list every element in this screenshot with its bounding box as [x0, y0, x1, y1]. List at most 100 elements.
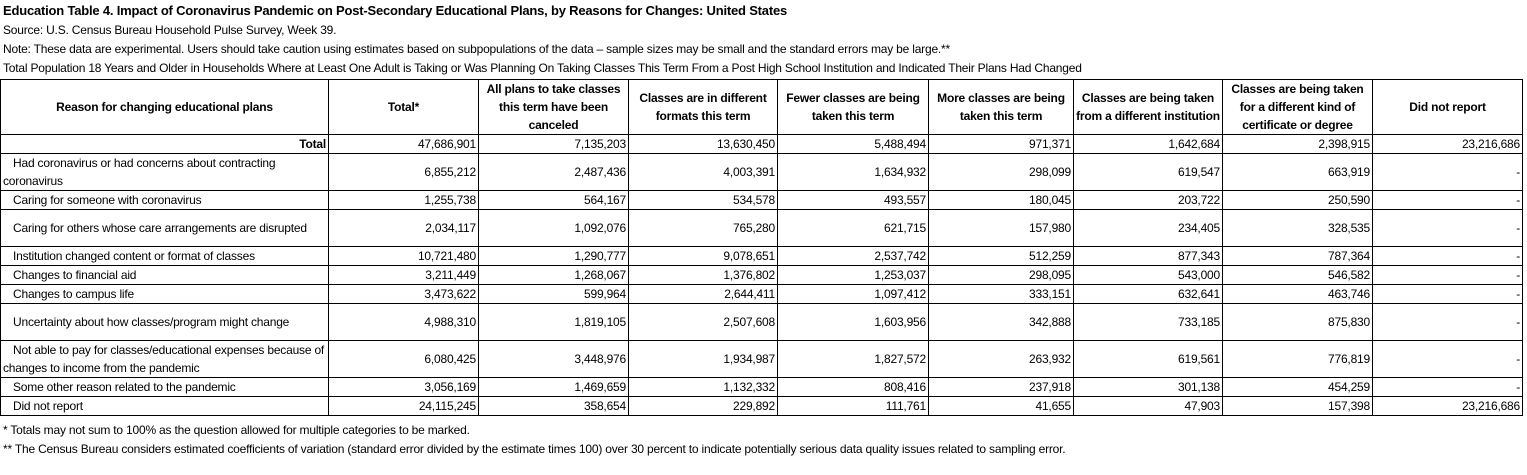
- value-cell: -: [1372, 284, 1523, 304]
- row-label: Not able to pay for classes/educational …: [0, 340, 329, 378]
- value-cell: 5,488,494: [777, 134, 929, 154]
- table-row: Caring for others whose care arrangement…: [0, 209, 1523, 247]
- population-description: Total Population 18 Years and Older in H…: [3, 61, 1082, 75]
- table-row: Institution changed content or format of…: [0, 246, 1523, 266]
- value-cell: 971,371: [928, 134, 1074, 154]
- value-cell: 877,343: [1073, 246, 1223, 266]
- table-title: Education Table 4. Impact of Coronavirus…: [3, 3, 788, 18]
- row-label-text: Had coronavirus or had concerns about co…: [3, 156, 276, 188]
- value-cell: 298,099: [928, 153, 1074, 191]
- value-cell: 534,578: [628, 190, 778, 210]
- experimental-note: Note: These data are experimental. Users…: [3, 42, 950, 56]
- header-row: Reason for changing educational plans Tot…: [0, 79, 1523, 135]
- value-cell: -: [1372, 303, 1523, 341]
- value-cell: 23,216,686: [1372, 396, 1523, 416]
- value-cell: 1,642,684: [1073, 134, 1223, 154]
- column-header: More classes are being taken this term: [928, 79, 1074, 135]
- column-header: Fewer classes are being taken this term: [777, 79, 929, 135]
- value-cell: 1,255,738: [328, 190, 479, 210]
- column-header: All plans to take classes this term have…: [478, 79, 629, 135]
- row-label: Had coronavirus or had concerns about co…: [0, 153, 329, 191]
- value-cell: -: [1372, 190, 1523, 210]
- value-cell: 1,934,987: [628, 340, 778, 378]
- value-cell: 203,722: [1073, 190, 1223, 210]
- value-cell: -: [1372, 153, 1523, 191]
- row-label: Did not report: [0, 396, 329, 416]
- value-cell: 1,819,105: [478, 303, 629, 341]
- value-cell: 234,405: [1073, 209, 1223, 247]
- column-header: Did not report: [1372, 79, 1523, 135]
- value-cell: 543,000: [1073, 265, 1223, 285]
- value-cell: 24,115,245: [328, 396, 479, 416]
- footnote-totals: * Totals may not sum to 100% as the ques…: [3, 423, 470, 437]
- value-cell: 1,092,076: [478, 209, 629, 247]
- value-cell: 733,185: [1073, 303, 1223, 341]
- total-row: Total 47,686,901 7,135,203 13,630,450 5,488,…: [0, 134, 1523, 154]
- value-cell: 621,715: [777, 209, 929, 247]
- value-cell: -: [1372, 209, 1523, 247]
- value-cell: 111,761: [777, 396, 929, 416]
- column-header: Classes are being taken from a different…: [1073, 79, 1223, 135]
- column-header: Classes are being taken for a different …: [1222, 79, 1373, 135]
- row-label-text: Some other reason related to the pandemi…: [13, 380, 236, 394]
- value-cell: -: [1372, 265, 1523, 285]
- value-cell: 157,398: [1222, 396, 1373, 416]
- table-row: Not able to pay for classes/educational …: [0, 340, 1523, 378]
- column-header: Total*: [328, 79, 479, 135]
- value-cell: 2,507,608: [628, 303, 778, 341]
- value-cell: 1,290,777: [478, 246, 629, 266]
- value-cell: 632,641: [1073, 284, 1223, 304]
- value-cell: 47,903: [1073, 396, 1223, 416]
- table-row: Some other reason related to the pandemi…: [0, 377, 1523, 397]
- value-cell: 1,469,659: [478, 377, 629, 397]
- table-row: Did not report 24,115,245 358,654 229,892 11…: [0, 396, 1523, 416]
- value-cell: 1,253,037: [777, 265, 929, 285]
- value-cell: 546,582: [1222, 265, 1373, 285]
- value-cell: -: [1372, 340, 1523, 378]
- value-cell: 875,830: [1222, 303, 1373, 341]
- value-cell: 229,892: [628, 396, 778, 416]
- value-cell: 6,855,212: [328, 153, 479, 191]
- value-cell: 2,537,742: [777, 246, 929, 266]
- value-cell: 463,746: [1222, 284, 1373, 304]
- value-cell: 3,448,976: [478, 340, 629, 378]
- value-cell: 1,827,572: [777, 340, 929, 378]
- value-cell: 13,630,450: [628, 134, 778, 154]
- value-cell: 599,964: [478, 284, 629, 304]
- value-cell: 1,634,932: [777, 153, 929, 191]
- value-cell: 1,097,412: [777, 284, 929, 304]
- row-label-text: Changes to financial aid: [13, 268, 137, 282]
- value-cell: 342,888: [928, 303, 1074, 341]
- value-cell: 619,561: [1073, 340, 1223, 378]
- value-cell: 157,980: [928, 209, 1074, 247]
- value-cell: 454,259: [1222, 377, 1373, 397]
- row-label-text: Caring for others whose care arrangement…: [13, 221, 307, 235]
- value-cell: 41,655: [928, 396, 1074, 416]
- row-label: Changes to campus life: [0, 284, 329, 304]
- value-cell: 1,603,956: [777, 303, 929, 341]
- value-cell: 2,487,436: [478, 153, 629, 191]
- row-label-text: Uncertainty about how classes/program mi…: [13, 315, 290, 329]
- value-cell: 493,557: [777, 190, 929, 210]
- data-table: Reason for changing educational plans Tot…: [0, 79, 1523, 416]
- row-label: Total: [0, 134, 329, 154]
- value-cell: 10,721,480: [328, 246, 479, 266]
- row-label: Institution changed content or format of…: [0, 246, 329, 266]
- value-cell: 787,364: [1222, 246, 1373, 266]
- table-row: Changes to campus life 3,473,622 599,964 2,…: [0, 284, 1523, 304]
- value-cell: 776,819: [1222, 340, 1373, 378]
- value-cell: 333,151: [928, 284, 1074, 304]
- value-cell: 263,932: [928, 340, 1074, 378]
- value-cell: 298,095: [928, 265, 1074, 285]
- column-header: Classes are in different formats this te…: [628, 79, 778, 135]
- value-cell: 328,535: [1222, 209, 1373, 247]
- value-cell: 23,216,686: [1372, 134, 1523, 154]
- table-row: Changes to financial aid 3,211,449 1,268,0…: [0, 265, 1523, 285]
- value-cell: 2,034,117: [328, 209, 479, 247]
- row-label: Changes to financial aid: [0, 265, 329, 285]
- value-cell: 663,919: [1222, 153, 1373, 191]
- row-label-text: Not able to pay for classes/educational …: [3, 343, 325, 375]
- value-cell: 564,167: [478, 190, 629, 210]
- row-label: Caring for someone with coronavirus: [0, 190, 329, 210]
- row-label: Some other reason related to the pandemi…: [0, 377, 329, 397]
